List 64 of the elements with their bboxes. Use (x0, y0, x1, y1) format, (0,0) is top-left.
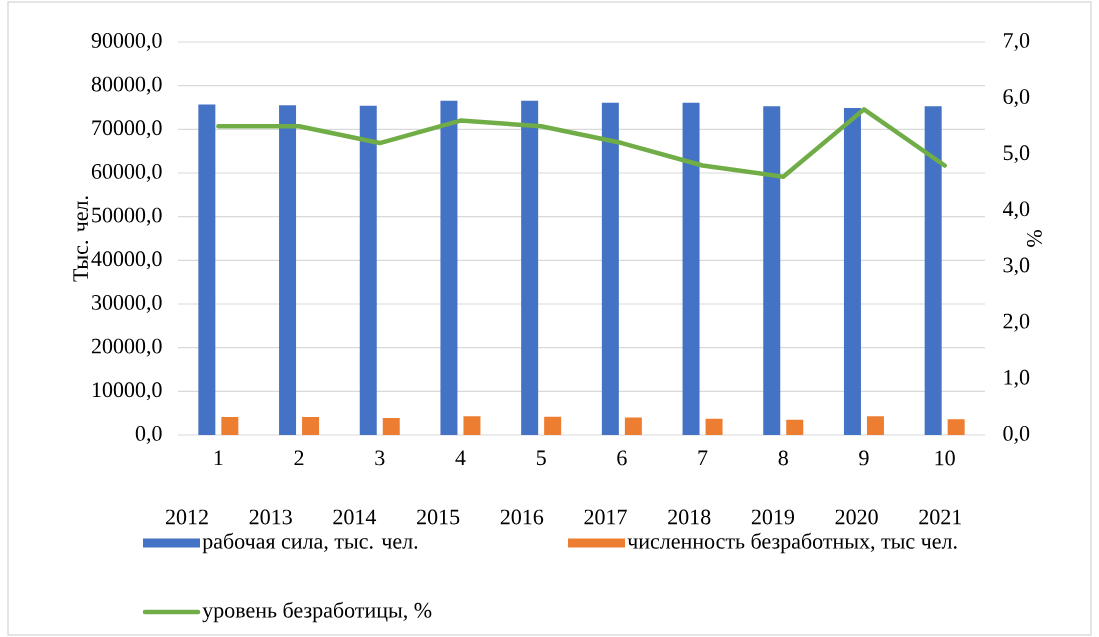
bar (624, 417, 642, 435)
y2-tick-label: 0,0 (1003, 425, 1030, 445)
y-tick-label: 60000,0 (91, 163, 162, 183)
text: 2016 (500, 509, 544, 525)
y2-tick-label: 1,0 (1004, 369, 1030, 388)
legend-label: численность безработных, тыс чел. (627, 532, 957, 554)
y2-tick-label: 7,0 (1003, 32, 1030, 52)
x-tick-label: 7 (698, 450, 708, 465)
bar (544, 416, 562, 435)
bar (786, 419, 804, 435)
text: 2014 (333, 509, 377, 525)
bar (843, 107, 861, 435)
x-tick-label: 8 (778, 450, 788, 466)
x-tick-label: 2 (294, 450, 304, 466)
bar (763, 106, 781, 435)
y-tick-label: 20000,0 (91, 338, 162, 357)
bar (866, 416, 884, 435)
y2-tick-label: 5,0 (1003, 145, 1030, 164)
text: 2019 (751, 509, 795, 525)
bar (601, 102, 619, 435)
bar (359, 105, 377, 435)
x-tick-label: 5 (536, 450, 546, 466)
legend-label: рабочая сила, тыс. чел. (202, 532, 418, 554)
x-tick-label: 10 (935, 450, 955, 466)
text: 2018 (668, 509, 711, 525)
bar (382, 417, 400, 435)
x-tick-label: 9 (859, 450, 869, 466)
text: 2015 (417, 509, 460, 525)
y2-tick-label: 3,0 (1003, 257, 1030, 276)
y-tick-label: 90000,0 (91, 32, 162, 52)
bar (221, 417, 239, 435)
y2-tick-label: 2,0 (1003, 313, 1030, 332)
text: 2017 (584, 509, 627, 525)
text: 2012 (165, 509, 208, 525)
bar (302, 417, 320, 435)
bar (463, 416, 481, 435)
bar (198, 104, 216, 435)
x-tick-label: 4 (455, 450, 466, 466)
line-series (216, 107, 947, 179)
y2-tick-label: 6,0 (1003, 89, 1030, 108)
bar (947, 419, 965, 435)
bar (440, 100, 458, 435)
text: 2021 (919, 509, 961, 525)
y-axis-title: Тыс. чел. (73, 196, 89, 282)
bar (279, 105, 297, 435)
y-tick-label: 80000,0 (91, 76, 162, 95)
bar (705, 418, 723, 435)
x-tick-label: 6 (617, 450, 627, 466)
y2-axis-title: % (1026, 230, 1042, 247)
y-tick-label: 50000,0 (92, 207, 162, 226)
y-tick-label: 40000,0 (91, 251, 162, 270)
x-tick-label: 3 (375, 450, 385, 466)
bar (924, 106, 942, 435)
text: 2013 (249, 509, 292, 525)
text: 2020 (835, 509, 878, 525)
y-tick-label: 0,0 (135, 425, 162, 445)
y-tick-label: 70000,0 (92, 120, 162, 139)
y2-tick-label: 4,0 (1002, 201, 1030, 220)
bar (521, 100, 539, 435)
bar (682, 102, 700, 435)
x-tick-label: 1 (214, 450, 223, 466)
legend-label: уровень безработицы, % (202, 601, 432, 623)
y-tick-label: 10000,0 (92, 382, 162, 401)
y-tick-label: 30000,0 (92, 294, 162, 314)
